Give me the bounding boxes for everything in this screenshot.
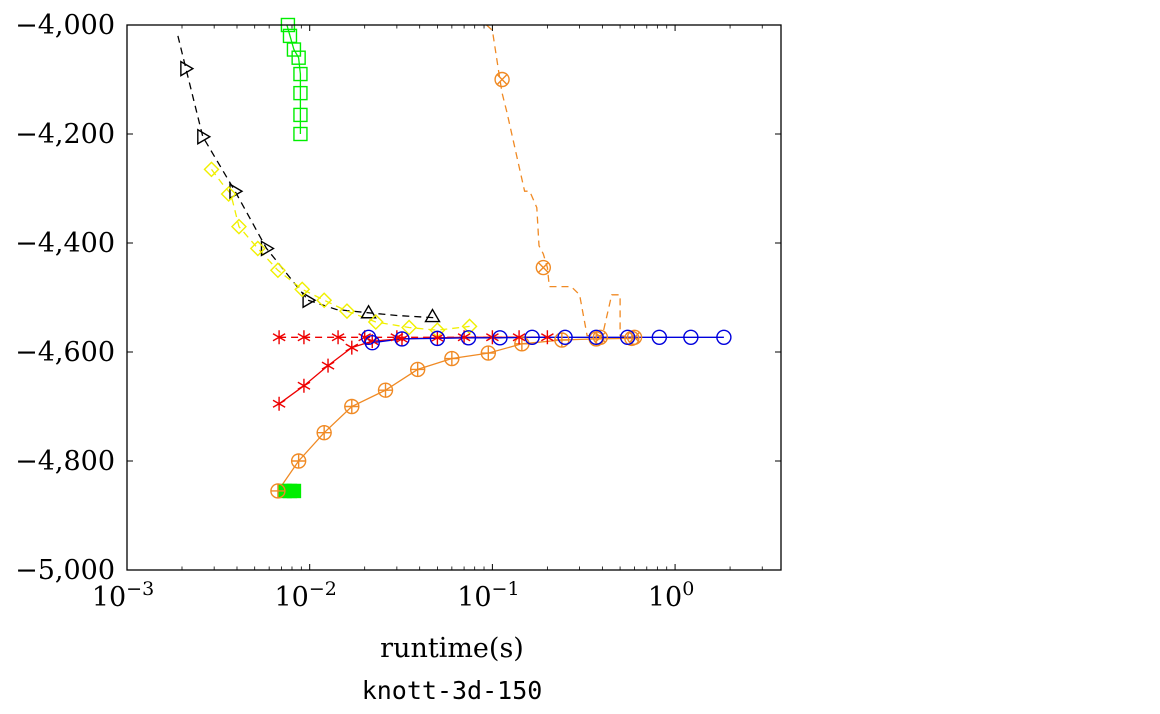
x-tick-label: 100 (648, 578, 694, 613)
x-tick-label: 10−3 (92, 578, 154, 613)
asterisk-marker (395, 331, 409, 346)
diamond-marker (203, 161, 220, 178)
diamond-marker (367, 314, 384, 331)
circle-x-marker-cross (496, 74, 508, 85)
marker-group (180, 17, 732, 499)
diamond-marker (401, 319, 418, 336)
series-line-0 (177, 35, 309, 301)
series-group (177, 25, 724, 492)
series-markers-1 (360, 304, 441, 323)
series-markers-6 (270, 330, 640, 499)
square-marker (293, 107, 308, 123)
diamond-marker (230, 218, 247, 235)
asterisk-marker (512, 330, 526, 345)
circle-marker (492, 330, 508, 346)
diamond-marker (316, 292, 333, 309)
circle-x-marker (535, 259, 552, 276)
circle-marker (557, 329, 573, 345)
circle-plus-marker-cross (410, 362, 425, 377)
square-marker (293, 66, 308, 82)
circle-marker (651, 329, 668, 345)
y-tick-label: −4,000 (15, 10, 115, 41)
circle-plus-marker-cross (317, 425, 332, 440)
series-line-1 (307, 299, 435, 319)
diamond-marker (338, 303, 355, 320)
series-line-6 (277, 337, 632, 492)
series-markers-3 (280, 17, 308, 142)
x-tick-base: 10 (457, 582, 491, 613)
circle-plus-marker-cross (344, 399, 359, 414)
circle-plus-marker-cross (554, 333, 569, 348)
y-tick-label: −4,200 (15, 119, 115, 150)
x-tick-exponent: −2 (309, 578, 337, 600)
triangle-right-marker (302, 292, 317, 309)
circle-plus-marker-cross (378, 383, 393, 398)
square-filled-marker (286, 483, 302, 499)
axes: −4,000−4,200−4,400−4,600−4,800−5,00010−3… (15, 10, 781, 613)
triangle-right-marker (260, 240, 275, 257)
diamond-marker (269, 262, 286, 279)
asterisk-marker (321, 358, 335, 373)
triangle-right-marker (180, 60, 195, 77)
circle-marker (460, 330, 477, 346)
triangle-up-marker (424, 308, 441, 323)
circle-plus-marker-cross (444, 351, 459, 366)
circle-plus-marker-cross (481, 346, 496, 361)
x-tick-exponent: −1 (492, 578, 520, 600)
chart-caption: knott-3d-150 (362, 676, 543, 705)
x-axis-label: runtime(s) (380, 633, 524, 664)
triangle-right-marker (229, 183, 244, 200)
circle-marker (429, 330, 446, 347)
series-line-5 (486, 25, 635, 338)
series-line-2 (210, 169, 470, 331)
series-markers-0 (180, 60, 317, 309)
asterisk-marker (345, 340, 359, 355)
y-tick-label: −4,800 (15, 446, 115, 477)
y-tick-label: −4,600 (15, 337, 115, 368)
x-tick-base: 10 (92, 582, 126, 613)
plot-frame (126, 24, 782, 571)
asterisk-marker (272, 396, 286, 411)
diamond-marker (294, 281, 311, 298)
square-marker (286, 42, 302, 57)
series-markers-9 (360, 329, 732, 351)
square-marker (291, 50, 306, 65)
x-tick-base: 10 (648, 582, 682, 613)
square-marker (293, 126, 308, 142)
asterisk-marker (331, 330, 345, 345)
x-tick-label: 10−2 (275, 578, 337, 613)
triangle-right-marker (197, 128, 212, 145)
circle-marker (364, 335, 380, 351)
asterisk-marker (430, 330, 444, 345)
asterisk-marker (297, 378, 311, 393)
circle-x-marker-cross (537, 262, 549, 273)
circle-plus-marker-cross (270, 483, 285, 498)
asterisk-marker (272, 330, 286, 345)
circle-marker (716, 329, 732, 345)
diamond-marker (220, 185, 237, 202)
triangle-up-marker (360, 304, 377, 319)
series-markers-2 (203, 161, 478, 339)
asterisk-marker (540, 330, 554, 345)
y-tick-label: −4,400 (15, 228, 115, 259)
x-tick-exponent: 0 (682, 578, 694, 600)
circle-marker (588, 329, 604, 345)
diamond-marker (249, 240, 266, 257)
circle-marker (394, 331, 410, 347)
y-tick-label: −5,000 (15, 555, 115, 586)
circle-plus-marker-cross (291, 454, 306, 468)
circle-marker (619, 329, 636, 345)
x-tick-label: 10−1 (457, 578, 519, 613)
x-tick-base: 10 (275, 582, 309, 613)
series-markers-8 (272, 330, 554, 411)
square-marker (293, 85, 308, 101)
series-line-3 (286, 25, 302, 134)
circle-marker (524, 329, 540, 345)
circle-marker (683, 329, 699, 345)
asterisk-marker (297, 330, 311, 345)
circle-x-marker (494, 71, 510, 88)
x-tick-exponent: −3 (126, 578, 154, 600)
